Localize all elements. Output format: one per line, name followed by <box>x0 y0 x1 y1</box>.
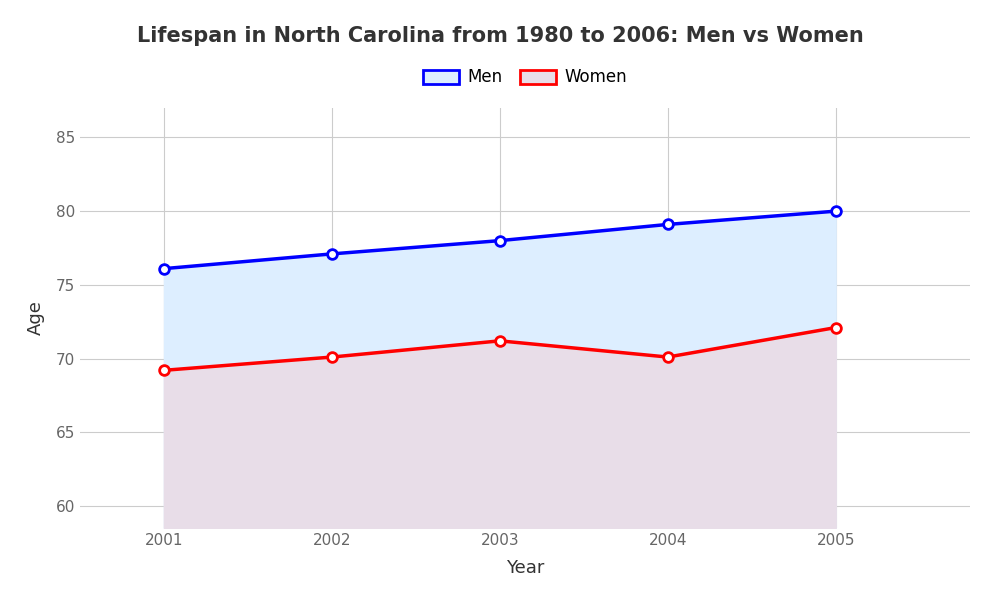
Y-axis label: Age: Age <box>27 301 45 335</box>
Text: Lifespan in North Carolina from 1980 to 2006: Men vs Women: Lifespan in North Carolina from 1980 to … <box>137 26 863 46</box>
Legend: Men, Women: Men, Women <box>416 62 634 93</box>
X-axis label: Year: Year <box>506 559 544 577</box>
